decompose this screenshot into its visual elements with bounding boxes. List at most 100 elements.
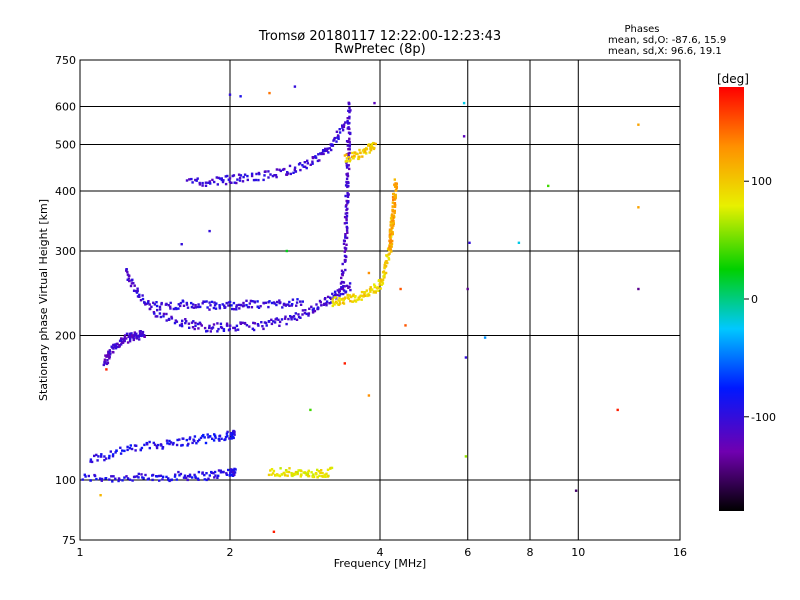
data-point: [264, 321, 268, 325]
data-point: [203, 436, 206, 439]
data-point: [243, 173, 247, 176]
data-point: [340, 276, 343, 280]
data-point: [331, 304, 334, 308]
data-point: [168, 439, 171, 443]
data-point: [221, 470, 225, 474]
data-point: [342, 292, 345, 296]
data-point: [237, 303, 241, 307]
data-point: [102, 363, 105, 367]
data-point: [378, 283, 381, 286]
data-point: [295, 304, 298, 307]
data-point: [204, 184, 208, 187]
data-point: [217, 176, 220, 180]
data-point: [180, 324, 184, 328]
data-point: [352, 293, 355, 296]
data-point: [197, 303, 200, 306]
data-point: [241, 180, 245, 183]
data-point: [123, 336, 126, 339]
data-point: [230, 304, 233, 307]
data-point: [133, 475, 137, 478]
data-point: [349, 288, 352, 292]
data-point: [165, 302, 168, 306]
data-point: [393, 178, 396, 181]
data-point: [384, 264, 388, 268]
data-point: [308, 307, 311, 310]
data-point: [380, 278, 383, 281]
data-point: [220, 326, 224, 330]
data-point: [160, 444, 163, 447]
data-point: [347, 200, 350, 204]
data-point: [250, 172, 254, 175]
data-point: [300, 473, 303, 477]
data-point: [114, 451, 117, 454]
data-point: [231, 307, 234, 311]
data-point: [184, 476, 188, 479]
data-point: [122, 338, 125, 341]
data-point: [346, 165, 349, 168]
data-point: [345, 140, 349, 143]
data-point: [194, 321, 197, 325]
data-point: [348, 282, 352, 285]
data-point: [637, 206, 640, 209]
data-point: [134, 290, 138, 293]
data-point: [259, 305, 262, 308]
data-point: [294, 473, 297, 476]
data-point: [123, 339, 126, 343]
data-point: [170, 317, 174, 320]
data-point: [311, 156, 314, 159]
data-point: [339, 287, 343, 291]
data-point: [314, 472, 318, 475]
data-point: [352, 157, 355, 160]
data-point: [146, 478, 150, 481]
data-point: [214, 474, 217, 477]
data-point: [186, 444, 189, 447]
data-point: [227, 304, 230, 307]
data-point: [242, 305, 245, 308]
colorbar-tick-label: 100: [751, 175, 772, 188]
data-point: [130, 332, 133, 335]
data-point: [208, 435, 212, 438]
data-point: [199, 305, 202, 309]
data-point: [170, 478, 173, 481]
data-point: [345, 164, 348, 167]
data-point: [120, 343, 123, 346]
data-point: [233, 471, 237, 474]
data-point: [365, 152, 368, 155]
data-point: [134, 449, 137, 452]
axis-ticks: 1 2 4 6 8 10 16 75 100 200 300 400 500 600 750: [55, 54, 687, 559]
data-point: [213, 433, 216, 436]
data-point: [326, 475, 330, 478]
data-point: [143, 301, 146, 305]
data-point: [188, 475, 192, 478]
data-point: [267, 473, 271, 477]
data-point: [161, 446, 165, 449]
data-point: [344, 236, 347, 239]
data-point: [195, 179, 198, 182]
data-point: [302, 165, 305, 168]
data-point: [165, 475, 168, 479]
data-point: [271, 174, 275, 178]
data-point: [155, 444, 158, 448]
data-point: [348, 137, 351, 140]
data-point: [141, 297, 145, 301]
data-point: [108, 454, 111, 458]
data-point: [252, 321, 255, 325]
data-point: [342, 123, 346, 126]
data-point: [392, 216, 395, 219]
data-point: [238, 179, 242, 182]
data-point: [116, 342, 119, 345]
data-point: [388, 242, 392, 245]
data-point: [195, 442, 198, 445]
data-point: [304, 309, 307, 312]
data-point: [345, 221, 348, 225]
data-point: [167, 477, 170, 480]
data-point: [248, 325, 251, 328]
data-point: [348, 106, 351, 110]
data-point: [307, 312, 311, 315]
data-point: [309, 163, 312, 166]
data-point: [129, 284, 133, 288]
data-point: [353, 154, 356, 157]
data-point: [342, 299, 345, 302]
data-point: [233, 430, 236, 434]
data-point: [208, 229, 211, 233]
